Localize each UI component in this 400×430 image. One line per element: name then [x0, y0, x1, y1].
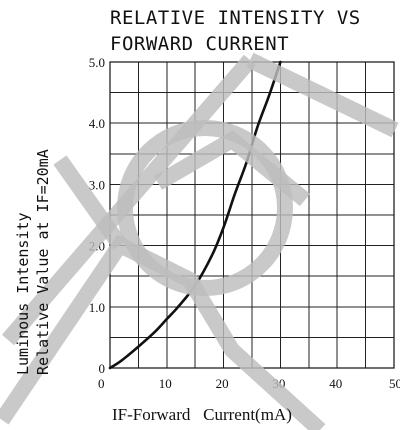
- x-axis-label: IF-Forward Current(mA): [112, 405, 292, 424]
- y-axis-label-line2: Relative Value at IF=20mA: [34, 149, 52, 375]
- chart-title-line2: FORWARD CURRENT: [110, 33, 289, 55]
- y-tick-label: 3.0: [89, 177, 105, 192]
- y-tick-label: 5.0: [89, 55, 105, 70]
- x-tick-label: 50: [389, 376, 400, 391]
- x-tick-label: 0: [98, 376, 105, 391]
- x-tick-label: 40: [329, 376, 342, 391]
- series-line: [108, 60, 282, 370]
- y-tick-label: 1.0: [89, 300, 105, 315]
- x-tick-label: 10: [159, 376, 172, 391]
- x-tick-label: 20: [216, 376, 229, 391]
- watermark-logo: [0, 52, 399, 430]
- y-tick-label: 0: [99, 361, 106, 376]
- y-tick-label: 4.0: [89, 116, 105, 131]
- y-axis-label-line1: Luminous Intensity: [14, 212, 32, 375]
- chart-title-line1: RELATIVE INTENSITY VS: [110, 7, 361, 29]
